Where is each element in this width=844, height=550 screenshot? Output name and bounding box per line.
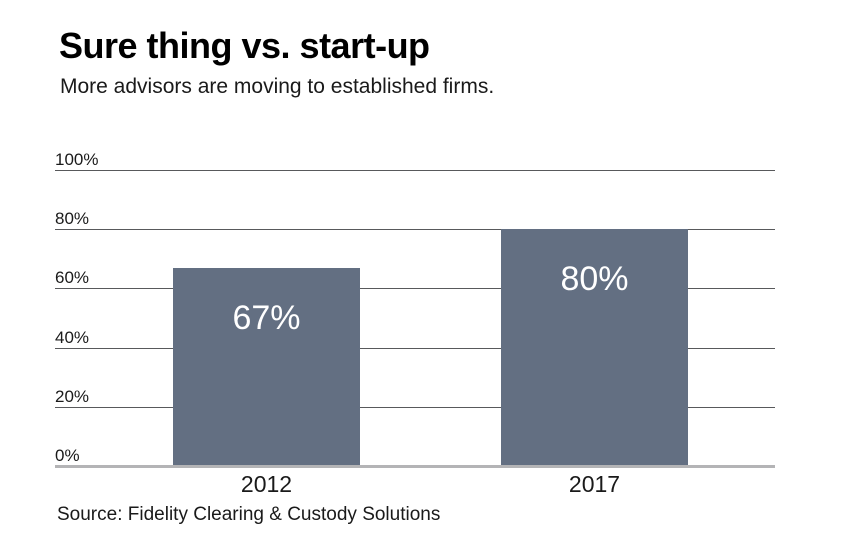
bar-2017 [501, 229, 688, 466]
x-axis-baseline [55, 465, 775, 468]
gridline [55, 170, 775, 171]
bar-value-label: 80% [560, 260, 629, 298]
x-axis-label: 2012 [240, 471, 293, 497]
gridline [55, 288, 775, 289]
y-tick-label: 0% [55, 446, 80, 465]
bar-value-label: 67% [232, 299, 301, 337]
y-tick-label: 60% [55, 268, 90, 287]
y-tick-label: 40% [55, 328, 90, 347]
source-note: Source: Fidelity Clearing & Custody Solu… [57, 504, 441, 525]
y-tick-label: 80% [55, 209, 90, 228]
gridline [55, 407, 775, 408]
gridline [55, 229, 775, 230]
chart-title: Sure thing vs. start-up [59, 25, 430, 66]
gridline [55, 348, 775, 349]
y-tick-label: 20% [55, 387, 90, 406]
bar-2012 [173, 268, 360, 466]
x-axis-label: 2017 [568, 471, 621, 497]
chart-subtitle: More advisors are moving to established … [60, 75, 495, 98]
y-tick-label: 100% [55, 150, 99, 169]
